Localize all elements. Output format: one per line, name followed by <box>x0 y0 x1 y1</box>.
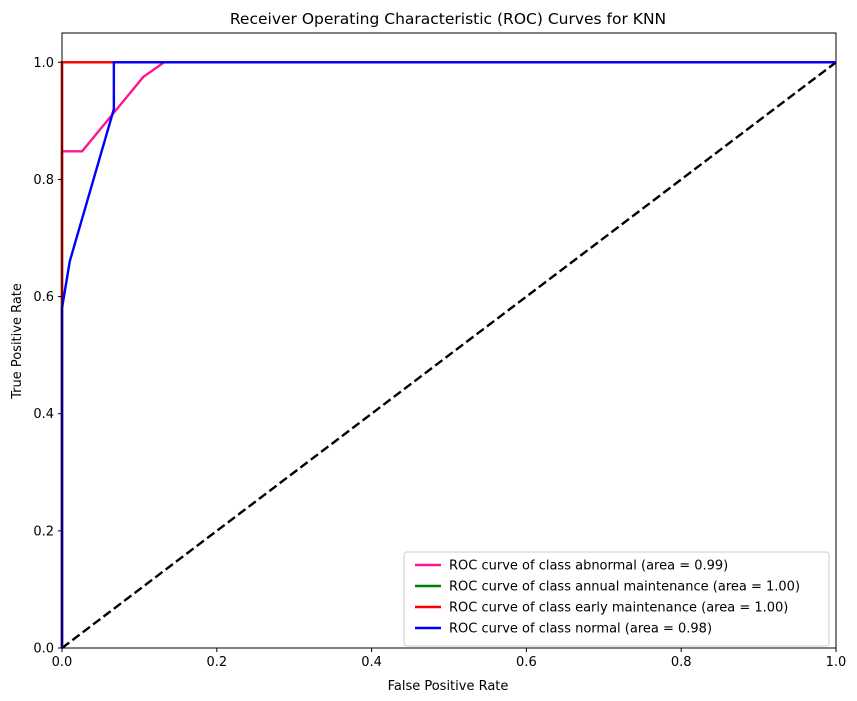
legend-entry-2: ROC curve of class early maintenance (ar… <box>449 601 788 616</box>
x-tick-label: 0.6 <box>516 655 537 670</box>
x-tick-label: 0.8 <box>671 655 692 670</box>
axes-frame <box>61 32 837 649</box>
legend-box <box>403 551 830 647</box>
y-tick-label: 1.0 <box>33 56 54 71</box>
y-tick-label: 0.4 <box>33 407 54 422</box>
x-tick-label: 0.2 <box>206 655 227 670</box>
legend-entry-1: ROC curve of class annual maintenance (a… <box>449 580 800 595</box>
chart-title: Receiver Operating Characteristic (ROC) … <box>230 10 666 28</box>
y-tick-label: 0.6 <box>33 290 54 305</box>
y-tick-label: 0.2 <box>33 524 54 539</box>
legend-entry-0: ROC curve of class abnormal (area = 0.99… <box>449 559 728 574</box>
y-tick-label: 0.8 <box>33 173 54 188</box>
legend: ROC curve of class abnormal (area = 0.99… <box>403 551 830 647</box>
plot-area: 0.0 0.2 0.4 0.6 0.8 1.0 0.0 0.2 0.4 0.6 0.8 1.0 <box>33 32 847 670</box>
x-tick-label: 0.4 <box>361 655 382 670</box>
x-axis-label: False Positive Rate <box>388 679 509 694</box>
y-axis-label: True Positive Rate <box>10 283 25 400</box>
x-tick-label: 1.0 <box>826 655 847 670</box>
legend-entry-3: ROC curve of class normal (area = 0.98) <box>449 622 712 637</box>
x-tick-label: 0.0 <box>52 655 73 670</box>
reference-diagonal-line <box>61 61 837 649</box>
y-tick-label: 0.0 <box>33 642 54 657</box>
